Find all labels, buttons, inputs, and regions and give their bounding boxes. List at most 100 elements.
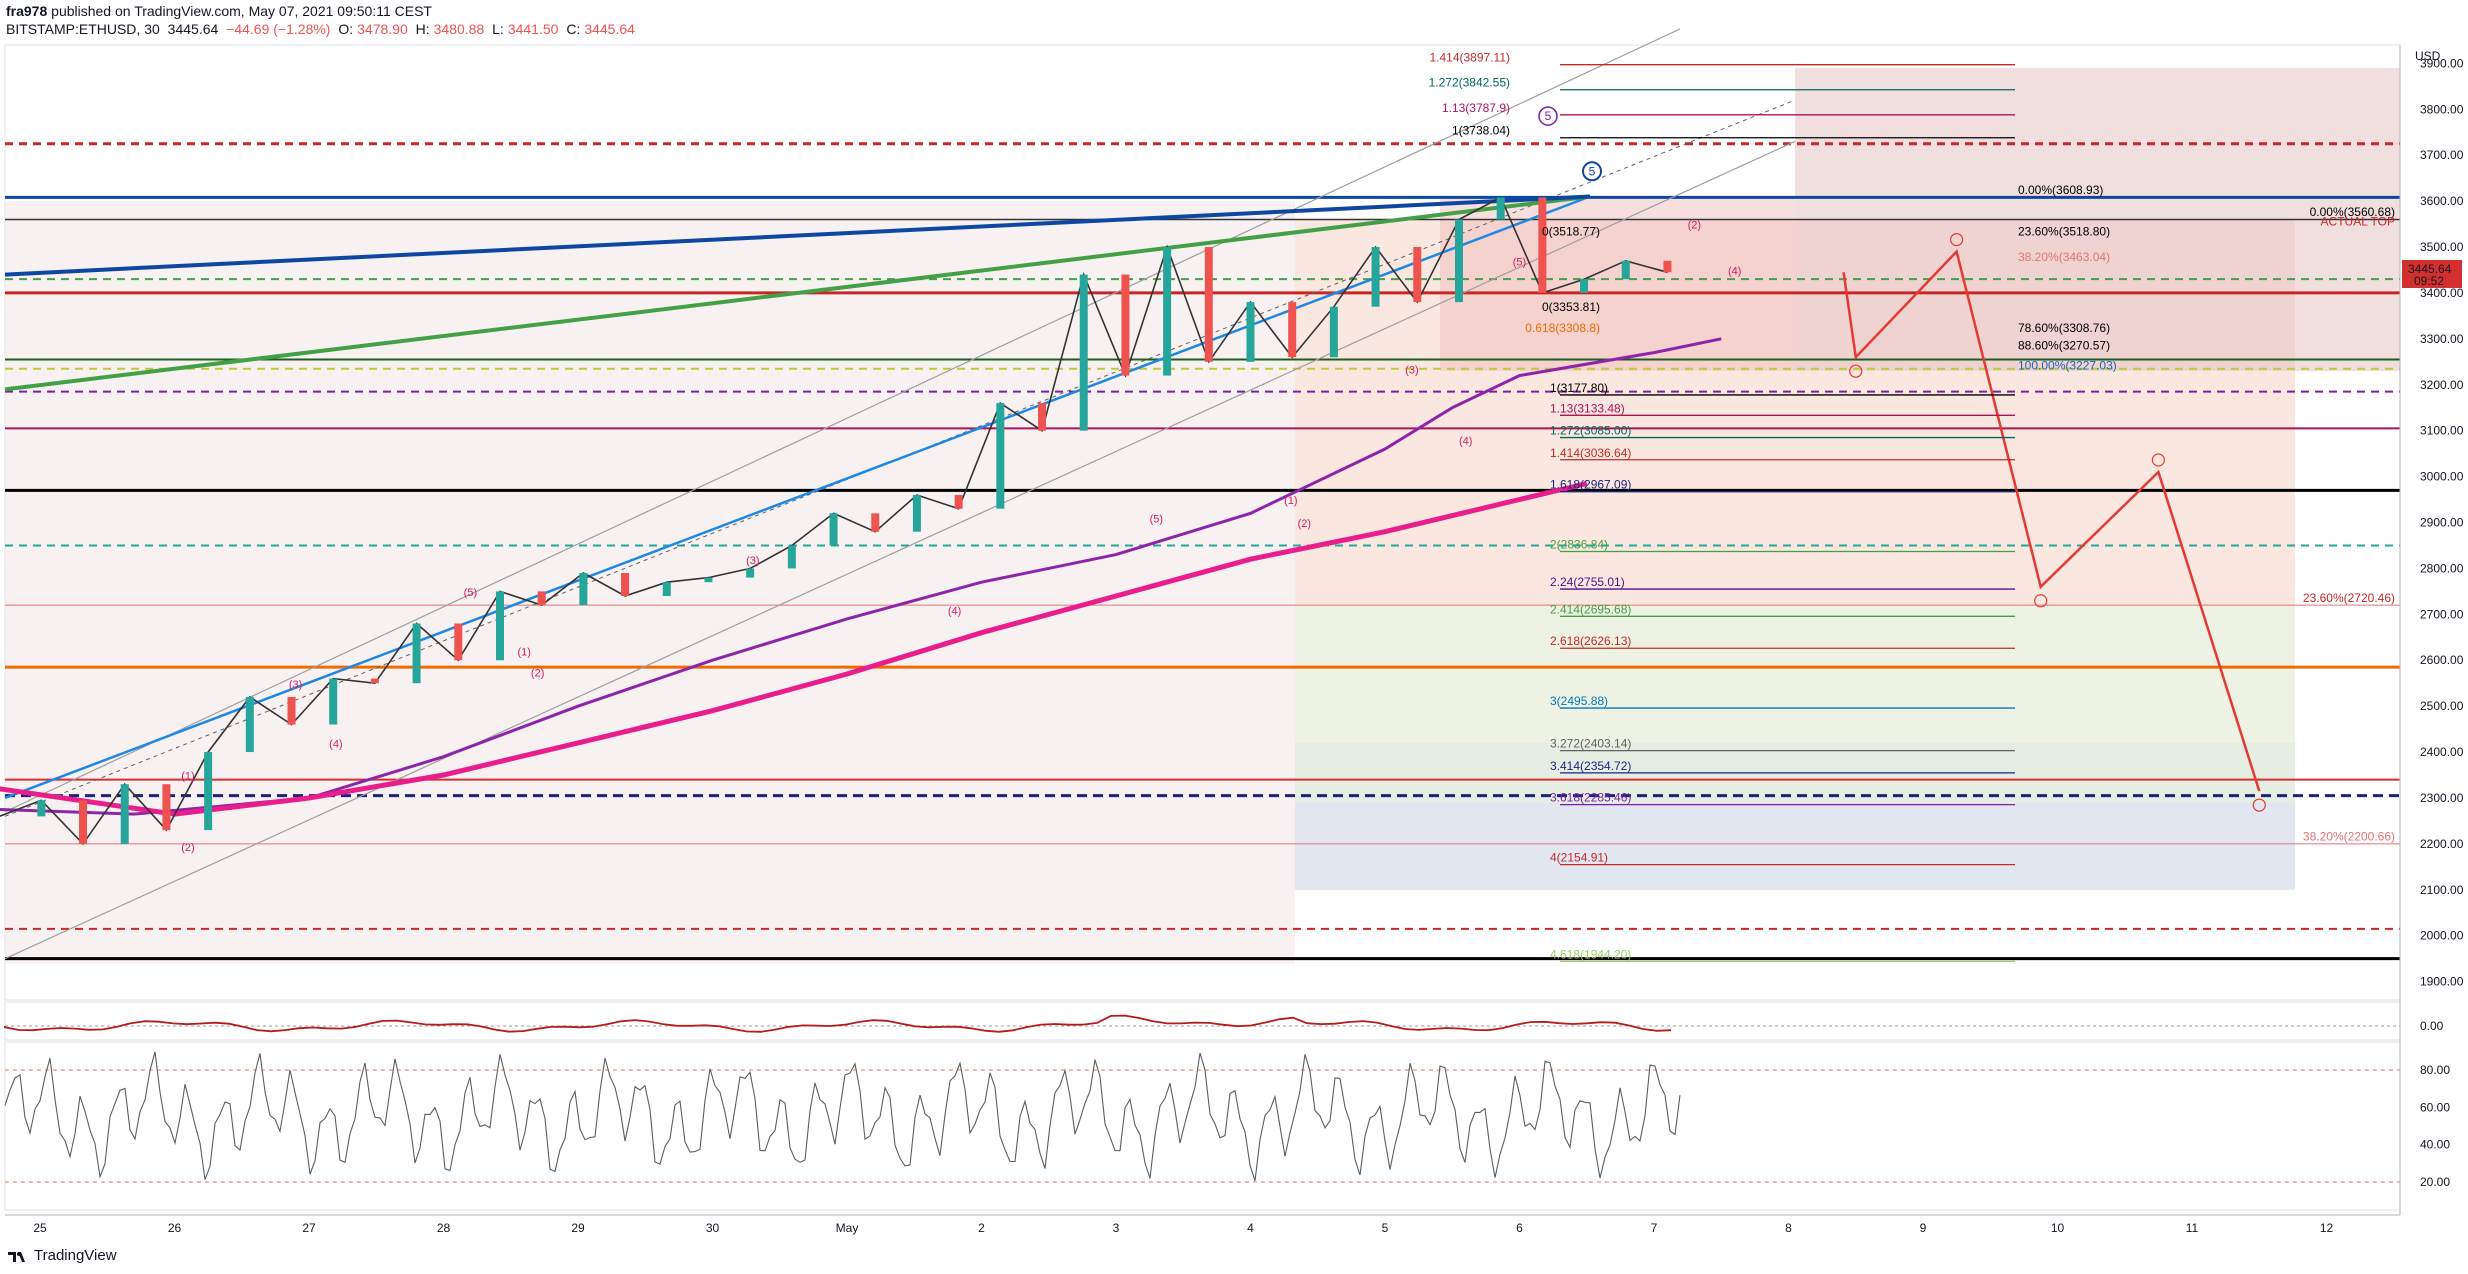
- candle: [120, 784, 129, 844]
- price-tick-label: 3700.00: [2420, 148, 2464, 162]
- candle: [204, 752, 213, 831]
- wave-label: (4): [1728, 266, 1741, 278]
- wave-marker-circle: [2151, 453, 2165, 467]
- fib-level-label: 1.414(3036.64): [1550, 446, 1631, 460]
- ma-purple-line: [0, 337, 1722, 816]
- fib-level-label: 3.618(2285.46): [1550, 791, 1631, 805]
- low-label: L:: [492, 21, 504, 37]
- time-tick-label: 27: [302, 1221, 316, 1235]
- time-tick-label: May: [836, 1221, 859, 1235]
- fib-level-label: 1.13(3787.9): [1442, 101, 1510, 115]
- candle: [287, 696, 296, 725]
- wave-label: (4): [329, 738, 342, 750]
- price-line: [0, 196, 1668, 846]
- blue-trend-line: [4, 195, 1591, 800]
- candle: [79, 800, 88, 844]
- fib-level-label: 3.272(2403.14): [1550, 737, 1631, 751]
- candle: [662, 582, 671, 596]
- price-tick-label: 1900.00: [2420, 975, 2464, 989]
- symbol-name[interactable]: BITSTAMP:ETHUSD, 30: [6, 21, 160, 37]
- time-tick-label: 11: [2186, 1221, 2199, 1235]
- last-price: 3445.64: [167, 21, 219, 37]
- tradingview-logo[interactable]: TradingView: [8, 1247, 117, 1264]
- candle: [1038, 403, 1047, 431]
- fib-level-label: 2.24(2755.01): [1550, 575, 1625, 589]
- fib-level-label: 4.618(1944.20): [1550, 947, 1631, 961]
- fib-level-label: 1.272(3842.55): [1429, 76, 1510, 90]
- candle: [1246, 302, 1255, 362]
- time-tick-label: 3: [1113, 1221, 1120, 1235]
- wave-marker-circle: [1849, 364, 1863, 378]
- wave-5-circle: [1538, 106, 1558, 126]
- candle: [1079, 274, 1088, 431]
- green-trend-line: [4, 194, 1591, 392]
- channel-upper-line: [4, 28, 1681, 813]
- rsi-tick-label: 20.00: [2420, 1175, 2450, 1189]
- wave-label: (2): [181, 842, 194, 854]
- wave-label: (5): [1150, 514, 1163, 526]
- price-tick-label: 3900.00: [2420, 56, 2464, 70]
- time-tick-label: 6: [1516, 1221, 1523, 1235]
- wave-5-circle: [1582, 161, 1602, 182]
- fib-level-label: 0.00%(3608.93): [2018, 183, 2103, 197]
- wave-label: (3): [289, 679, 302, 691]
- candle: [1204, 247, 1213, 362]
- time-tick-label: 9: [1920, 1221, 1927, 1235]
- publisher-user[interactable]: fra978: [6, 3, 48, 19]
- fib-level-label: 0(3518.77): [1542, 224, 1600, 238]
- high-label: H:: [415, 21, 430, 37]
- price-tick-label: 3100.00: [2420, 424, 2464, 438]
- candle: [370, 678, 379, 684]
- fib-level-label: 2.414(2695.68): [1550, 602, 1631, 616]
- time-tick-label: 4: [1247, 1221, 1254, 1235]
- open-value: 3478.90: [357, 21, 408, 37]
- time-tick-label: 28: [437, 1221, 451, 1235]
- published-info: published on TradingView.com, May 07, 20…: [51, 3, 432, 19]
- fib-level-label: 1.13(3133.48): [1550, 401, 1625, 415]
- wave-label: (2): [1298, 518, 1311, 530]
- price-tick-label: 3000.00: [2420, 470, 2464, 484]
- price-tick-label: 2500.00: [2420, 699, 2464, 713]
- high-value: 3480.88: [433, 21, 485, 37]
- candle: [579, 573, 588, 606]
- candle: [1288, 302, 1297, 358]
- fib-level-label: 1.272(3085.00): [1550, 424, 1631, 438]
- candle: [1621, 260, 1630, 280]
- wave-marker-circle: [1950, 233, 1964, 247]
- fib-level-label: 3(2495.88): [1550, 694, 1608, 708]
- price-tick-label: 2700.00: [2420, 607, 2464, 621]
- channel-lower-line: [4, 140, 1796, 960]
- candle: [412, 623, 421, 684]
- candle: [37, 800, 46, 817]
- candle: [1121, 274, 1130, 376]
- price-tick-label: 3300.00: [2420, 332, 2464, 346]
- wave-label: (3): [1405, 364, 1418, 376]
- candle: [1496, 197, 1505, 220]
- candle: [537, 591, 546, 606]
- bar-countdown: 09:52: [2414, 274, 2444, 288]
- fib-level-label: 1(3738.04): [1452, 124, 1510, 138]
- candle: [1580, 279, 1589, 293]
- price-tick-label: 3600.00: [2420, 194, 2464, 208]
- candle: [1371, 247, 1380, 307]
- zone-rect: [1440, 196, 1795, 371]
- candle: [704, 577, 713, 583]
- zone-rect: [5, 201, 1295, 964]
- symbol-line: BITSTAMP:ETHUSD, 30 3445.64 −44.69 (−1.2…: [6, 21, 639, 37]
- publisher-line: fra978 published on TradingView.com, May…: [6, 3, 432, 19]
- logo-text: TradingView: [34, 1247, 117, 1264]
- wave-marker-circle: [2252, 798, 2266, 812]
- candle: [621, 573, 630, 596]
- fib-level-label: 3.414(2354.72): [1550, 759, 1631, 773]
- fib-level-label: 4(2154.91): [1550, 851, 1608, 865]
- wave-label: (1): [1284, 495, 1297, 507]
- fib-level-label: 2(2836.84): [1550, 537, 1608, 551]
- fib-level-label: 38.20%(3463.04): [2018, 250, 2110, 264]
- candle: [954, 494, 963, 509]
- wave-label: (3): [746, 555, 759, 567]
- fib-level-label: 0(3353.81): [1542, 300, 1600, 314]
- time-tick-label: 30: [706, 1221, 720, 1235]
- tradingview-logo-icon: [8, 1251, 25, 1262]
- fib-level-label: 38.20%(2200.66): [2303, 830, 2395, 844]
